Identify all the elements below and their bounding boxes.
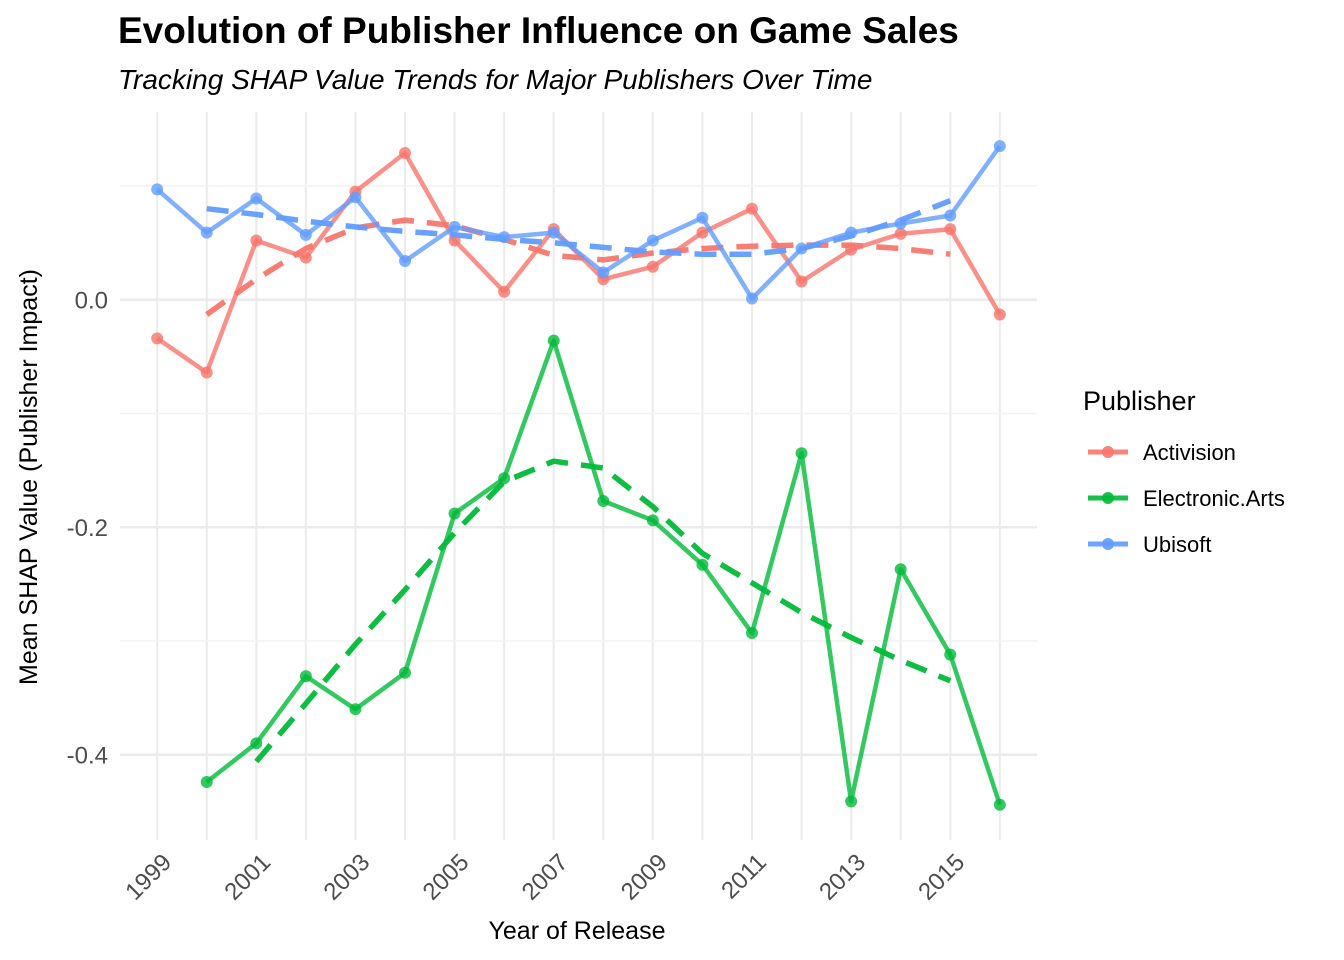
data-point (448, 507, 461, 520)
data-point (696, 211, 709, 224)
data-point (299, 251, 312, 264)
chart-subtitle: Tracking SHAP Value Trends for Major Pub… (118, 64, 873, 95)
data-point (745, 202, 758, 215)
series-line (155, 144, 1002, 301)
data-point (845, 226, 858, 239)
data-point (944, 648, 957, 661)
legend-label: Activision (1143, 440, 1236, 465)
data-point (498, 472, 511, 485)
series-activision (151, 146, 1006, 379)
chart-title: Evolution of Publisher Influence on Game… (118, 10, 959, 51)
x-tick-label: 2009 (616, 849, 673, 906)
y-tick-label: -0.2 (67, 515, 108, 542)
data-point (795, 275, 808, 288)
data-point (597, 266, 610, 279)
legend-label: Electronic.Arts (1143, 486, 1285, 511)
y-tick-label: -0.4 (67, 743, 108, 770)
data-point (250, 192, 263, 205)
data-point (498, 231, 511, 244)
data-point (894, 217, 907, 230)
data-point (646, 260, 659, 273)
legend-label: Ubisoft (1143, 532, 1211, 557)
series-layer (151, 140, 1006, 811)
x-tick-label: 2013 (814, 849, 871, 906)
data-point (993, 308, 1006, 321)
legend: Publisher Activision Electronic.Arts Ubiso… (1083, 386, 1285, 557)
x-tick-label: 2005 (418, 849, 475, 906)
data-point (349, 703, 362, 716)
y-axis-title: Mean SHAP Value (Publisher Impact) (15, 269, 43, 685)
data-point (448, 220, 461, 233)
data-point (547, 226, 560, 239)
trend-line (205, 217, 951, 317)
series-electronic-arts (200, 334, 1006, 811)
data-point (597, 495, 610, 508)
y-tick-label: 0.0 (75, 288, 108, 315)
data-point (299, 670, 312, 683)
x-tick-label: 2011 (716, 849, 772, 905)
x-tick-label: 2015 (913, 849, 970, 906)
data-point (399, 666, 412, 679)
legend-key-point (1102, 538, 1114, 550)
data-point (498, 285, 511, 298)
data-point (696, 558, 709, 571)
trend-line (254, 458, 952, 764)
data-point (200, 775, 213, 788)
trend-line (206, 198, 952, 257)
data-point (250, 737, 263, 750)
data-point (894, 227, 907, 240)
data-point (200, 226, 213, 239)
data-point (845, 243, 858, 256)
data-point (299, 228, 312, 241)
data-point (795, 242, 808, 255)
series-ubisoft (151, 140, 1006, 305)
data-point (151, 183, 164, 196)
axis-labels: 0.0 -0.2 -0.4 1999 2001 2003 2005 2007 2009 2011 2… (67, 288, 971, 906)
legend-item: Activision (1088, 440, 1236, 465)
x-tick-label: 1999 (120, 849, 177, 906)
x-axis-title: Year of Release (489, 917, 666, 945)
data-point (795, 447, 808, 460)
data-point (151, 332, 164, 345)
data-point (944, 223, 957, 236)
legend-key-point (1102, 492, 1114, 504)
x-tick-label: 2007 (517, 849, 574, 906)
data-point (399, 146, 412, 159)
data-point (250, 234, 263, 247)
data-point (696, 226, 709, 239)
data-point (399, 255, 412, 268)
legend-key-point (1102, 446, 1114, 458)
data-point (993, 140, 1006, 153)
data-point (745, 626, 758, 639)
legend-title: Publisher (1083, 386, 1196, 416)
legend-item: Ubisoft (1088, 532, 1211, 557)
data-point (845, 795, 858, 808)
legend-item: Electronic.Arts (1088, 486, 1285, 511)
data-point (993, 798, 1006, 811)
data-point (944, 209, 957, 222)
data-point (646, 514, 659, 527)
data-point (646, 234, 659, 247)
data-point (547, 334, 560, 347)
x-tick-label: 2003 (319, 849, 376, 906)
x-tick-label: 2001 (219, 849, 276, 906)
data-point (894, 563, 907, 576)
data-point (745, 292, 758, 305)
data-point (200, 366, 213, 379)
data-point (349, 191, 362, 204)
